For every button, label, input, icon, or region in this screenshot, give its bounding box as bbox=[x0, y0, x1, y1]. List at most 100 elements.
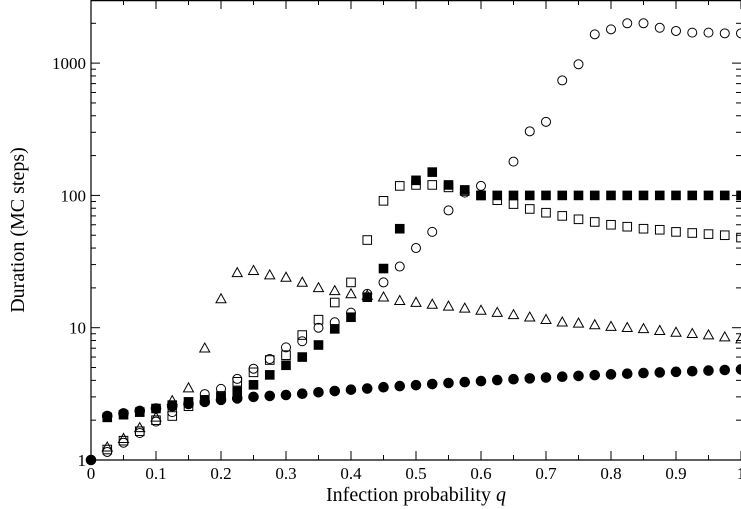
series-2-square-open-point bbox=[476, 190, 486, 201]
series-4-triangle-open-point bbox=[182, 381, 195, 393]
x-tick-label: 0.5 bbox=[405, 464, 426, 483]
series-3-circle-open-point bbox=[216, 383, 226, 394]
series-1-square-filled-point bbox=[134, 407, 145, 417]
series-1-square-filled-point bbox=[313, 340, 324, 350]
series-4-triangle-open-point bbox=[686, 327, 699, 339]
series-3-circle-open-point bbox=[411, 243, 421, 254]
y-tick-label: 10 bbox=[69, 319, 86, 338]
series-2-square-open-point bbox=[719, 230, 730, 241]
series-3-circle-open-point bbox=[394, 261, 405, 272]
series-3-circle-open-point bbox=[654, 22, 665, 33]
series-4-triangle-open-point bbox=[328, 284, 341, 296]
x-tick-label: 0.6 bbox=[470, 464, 491, 483]
series-3-circle-open-point bbox=[346, 307, 356, 318]
series-1-square-filled-point bbox=[638, 190, 649, 201]
series-3-circle-open-point bbox=[703, 27, 714, 38]
series-0-circle-filled-point bbox=[378, 381, 389, 393]
series-1-square-filled-point bbox=[281, 360, 291, 371]
series-0-circle-filled-point bbox=[248, 391, 259, 403]
series-3-circle-open-point bbox=[736, 28, 741, 39]
series-4-triangle-open-point bbox=[361, 289, 374, 300]
series-2-square-open-point bbox=[589, 217, 600, 227]
series-4-triangle-open-point bbox=[702, 328, 715, 340]
series-4-triangle-open-point bbox=[280, 271, 292, 282]
series-0-circle-filled-point bbox=[329, 385, 341, 397]
series-1-square-filled-point bbox=[297, 352, 308, 362]
series-2-square-open-point bbox=[313, 314, 324, 325]
series-4-triangle-open-point bbox=[621, 321, 634, 333]
series-3-circle-open-point bbox=[183, 397, 194, 408]
series-4-triangle-open-point bbox=[345, 287, 357, 299]
series-4-triangle-open-point bbox=[296, 276, 309, 287]
series-0-circle-filled-point bbox=[638, 367, 649, 379]
series-4-triangle-open-point bbox=[312, 281, 325, 293]
series-3-circle-open-point bbox=[199, 389, 210, 400]
series-2-square-open-point bbox=[736, 232, 741, 243]
series-4-triangle-open-point bbox=[605, 320, 617, 331]
y-axis-label: Duration (MC steps) bbox=[7, 147, 29, 313]
x-tick-label: 0.2 bbox=[210, 464, 231, 483]
series-1-square-filled-point bbox=[118, 409, 129, 420]
series-3-circle-open-point bbox=[443, 205, 454, 216]
x-tick-label: 0.8 bbox=[600, 464, 621, 483]
series-3-circle-open-point bbox=[719, 28, 730, 39]
series-0-circle-filled-point bbox=[621, 368, 633, 380]
series-2-square-open-point bbox=[297, 330, 308, 340]
series-2-square-open-point bbox=[199, 395, 210, 405]
series-4-triangle-open-point bbox=[735, 332, 741, 344]
series-4-triangle-open-point bbox=[572, 317, 585, 328]
series-3-circle-open-point bbox=[573, 59, 584, 70]
series-2-square-open-point bbox=[524, 204, 535, 214]
series-0-circle-filled-point bbox=[670, 366, 682, 378]
series-2-square-open-point bbox=[346, 277, 356, 288]
series-1-square-filled-point bbox=[622, 190, 633, 201]
series-0-circle-filled-point bbox=[719, 364, 731, 376]
series-2-square-open-point bbox=[232, 377, 243, 387]
series-4-triangle-open-point bbox=[458, 302, 471, 313]
x-tick-label: 1 bbox=[737, 464, 741, 483]
series-3-circle-open-point bbox=[329, 317, 340, 328]
series-4-triangle-open-point bbox=[588, 318, 601, 330]
series-0-circle-filled-point bbox=[508, 373, 519, 385]
series-2-square-open-point bbox=[687, 228, 698, 238]
x-ticks: 0 0.1 0.2 0.3 0.4 0.5 0.6 0.7 0.8 0.9 1 bbox=[87, 0, 741, 483]
series-2-square-open-point bbox=[394, 181, 405, 191]
series-0-circle-filled-point bbox=[410, 379, 422, 391]
series-1-square-filled-point bbox=[557, 190, 568, 201]
series-1-square-filled-point bbox=[248, 380, 259, 390]
series-3-circle-open-point bbox=[589, 29, 600, 40]
series-0-circle-filled-point bbox=[654, 367, 666, 378]
series-2-square-open-point bbox=[362, 235, 373, 245]
series-3-circle-open-point bbox=[606, 24, 616, 35]
series-2-square-open-point bbox=[248, 367, 259, 378]
series-1-square-filled-point bbox=[606, 190, 616, 201]
y-tick-label: 100 bbox=[61, 186, 87, 205]
plot-marks bbox=[85, 18, 741, 466]
series-1-square-filled-point bbox=[427, 167, 438, 177]
x-tick-label: 0.9 bbox=[665, 464, 686, 483]
series-0-circle-filled-point bbox=[296, 388, 308, 400]
series-1-square-filled-point bbox=[541, 190, 551, 201]
x-tick-label: 0.3 bbox=[275, 464, 296, 483]
series-4-triangle-open-point bbox=[166, 394, 179, 406]
series-2-square-open-point bbox=[443, 182, 454, 193]
series-0-circle-filled-point bbox=[573, 370, 584, 382]
x-tick-label: 0.4 bbox=[340, 464, 362, 483]
series-0-circle-filled-point bbox=[459, 376, 471, 388]
series-3-circle-open-point bbox=[476, 180, 486, 191]
series-1-square-filled-point bbox=[476, 190, 486, 201]
x-tick-label: 0 bbox=[87, 464, 96, 483]
series-0-circle-filled-point bbox=[313, 386, 324, 398]
series-2-square-open-point bbox=[508, 199, 519, 209]
series-2-square-open-point bbox=[573, 214, 584, 225]
series-1-square-filled-point bbox=[102, 412, 113, 423]
series-1-square-filled-point bbox=[719, 190, 730, 201]
series-4-triangle-open-point bbox=[718, 330, 731, 342]
series-3-circle-open-point bbox=[134, 427, 145, 438]
series-1-square-filled-point bbox=[703, 190, 714, 201]
series-3-circle-open-point bbox=[671, 25, 681, 36]
series-4-triangle-open-point bbox=[653, 324, 666, 335]
series-1-square-filled-point bbox=[264, 370, 275, 380]
series-3-circle-open-point bbox=[427, 226, 438, 237]
